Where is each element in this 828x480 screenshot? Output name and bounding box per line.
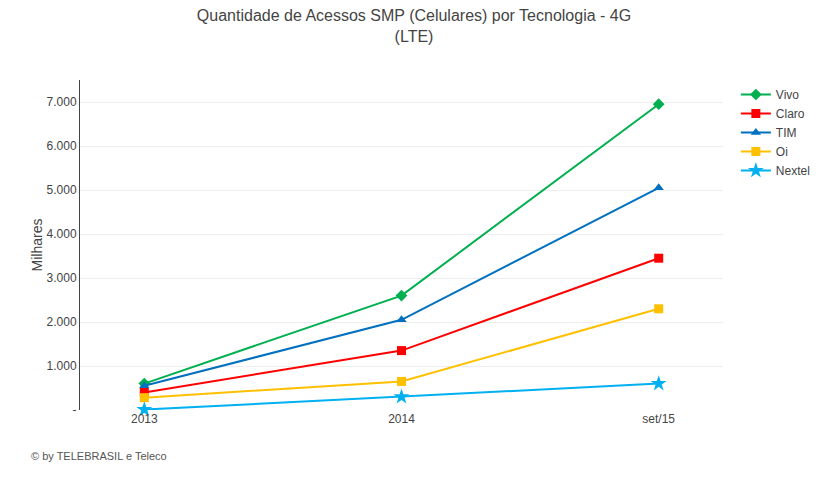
svg-text:2.000: 2.000 <box>47 315 77 329</box>
svg-text:-: - <box>73 403 77 417</box>
svg-text:TIM: TIM <box>776 126 797 140</box>
svg-text:1.000: 1.000 <box>47 359 77 373</box>
svg-text:5.000: 5.000 <box>47 183 77 197</box>
svg-text:Claro: Claro <box>776 107 805 121</box>
svg-text:4.000: 4.000 <box>47 227 77 241</box>
svg-text:Quantidade de Acessos SMP (Cel: Quantidade de Acessos SMP (Celulares) po… <box>197 7 631 45</box>
svg-text:set/15: set/15 <box>642 412 675 426</box>
svg-text:Oi: Oi <box>776 145 788 159</box>
svg-text:2014: 2014 <box>388 412 415 426</box>
svg-text:Vivo: Vivo <box>776 88 799 102</box>
svg-text:3.000: 3.000 <box>47 271 77 285</box>
svg-text:Nextel: Nextel <box>776 164 810 178</box>
svg-text:7.000: 7.000 <box>47 95 77 109</box>
svg-text:2013: 2013 <box>131 412 158 426</box>
svg-text:6.000: 6.000 <box>47 139 77 153</box>
svg-text:© by TELEBRASIL e Teleco: © by TELEBRASIL e Teleco <box>31 450 167 462</box>
svg-text:Milhares: Milhares <box>29 219 45 272</box>
